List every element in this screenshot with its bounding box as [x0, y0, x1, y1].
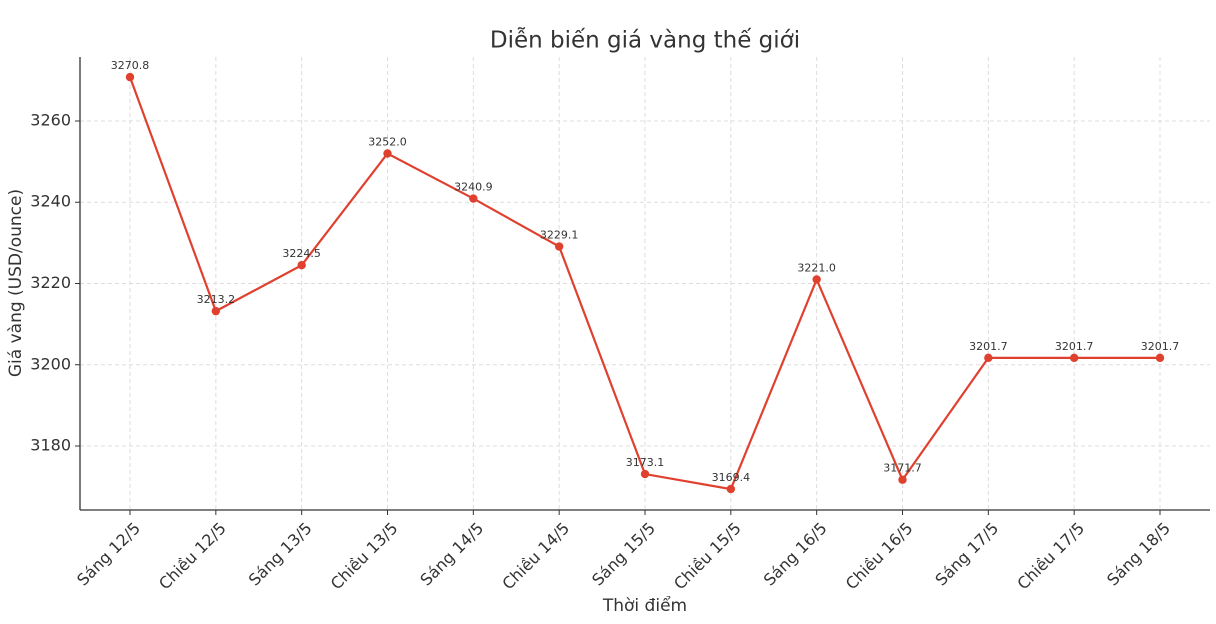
x-tick-label: Chiều 17/5	[1013, 519, 1088, 594]
x-tick-label: Sáng 12/5	[73, 519, 144, 590]
point	[554, 242, 564, 251]
data-label: 3201.7	[969, 340, 1008, 353]
y-tick-label: 3180	[30, 436, 71, 455]
data-label: 3169.4	[712, 471, 751, 484]
data-label: 3252.0	[368, 135, 407, 148]
data-label: 3221.0	[797, 261, 836, 274]
data-label: 3229.1	[540, 229, 579, 242]
x-tick-label: Chiều 12/5	[155, 519, 230, 594]
point	[726, 484, 736, 494]
point	[297, 261, 306, 270]
point	[383, 149, 392, 158]
point	[984, 353, 993, 363]
x-axis-title: Thời điểm	[602, 595, 687, 616]
y-tick-label: 3220	[30, 273, 71, 292]
x-tick-label: Sáng 17/5	[931, 519, 1002, 590]
x-tick-label: Chiều 14/5	[498, 519, 573, 594]
point	[812, 275, 821, 284]
data-label: 3240.9	[454, 181, 493, 194]
x-tick-label: Sáng 18/5	[1103, 519, 1174, 590]
data-label: 3173.1	[626, 456, 665, 469]
x-tick-label: Sáng 13/5	[245, 519, 316, 590]
x-tick-label: Sáng 15/5	[588, 519, 659, 590]
y-tick-label: 3240	[30, 192, 71, 211]
x-tick-label: Chiều 15/5	[670, 519, 745, 594]
data-label: 3224.5	[282, 247, 321, 260]
data-label: 3270.8	[111, 59, 150, 72]
point	[1069, 353, 1079, 363]
point	[1155, 353, 1165, 363]
x-tick-label: Sáng 16/5	[760, 519, 831, 590]
x-tick-label: Chiều 13/5	[327, 519, 402, 594]
data-label: 3213.2	[197, 293, 236, 306]
point	[211, 306, 221, 316]
point	[898, 475, 907, 484]
y-tick-label: 3260	[30, 110, 71, 129]
x-tick-label: Sáng 14/5	[416, 519, 487, 590]
y-axis-title: Giá vàng (USD/ounce)	[6, 189, 26, 377]
x-tick-label: Chiều 16/5	[842, 519, 917, 594]
data-label: 3201.7	[1055, 340, 1094, 353]
y-tick-label: 3200	[30, 354, 71, 373]
data-label: 3201.7	[1141, 340, 1180, 353]
data-label: 3171.7	[883, 462, 922, 475]
point	[640, 469, 650, 479]
chart-title: Diễn biến giá vàng thế giới	[490, 26, 800, 54]
point	[125, 72, 135, 82]
point	[469, 194, 478, 203]
